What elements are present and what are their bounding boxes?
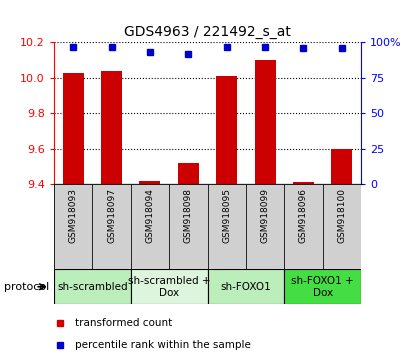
Text: transformed count: transformed count [76,318,173,329]
Bar [293,182,314,184]
FancyBboxPatch shape [93,184,131,269]
FancyBboxPatch shape [169,184,208,269]
Text: GSM918096: GSM918096 [299,188,308,243]
FancyBboxPatch shape [131,184,169,269]
Text: GSM918097: GSM918097 [107,188,116,243]
Bar [63,73,84,184]
Text: sh-scrambled: sh-scrambled [57,282,128,292]
FancyBboxPatch shape [284,184,323,269]
Bar [254,60,276,184]
Bar [331,149,352,184]
FancyBboxPatch shape [208,184,246,269]
Bar [178,163,199,184]
Text: sh-scrambled +
Dox: sh-scrambled + Dox [128,276,210,298]
FancyBboxPatch shape [54,184,361,269]
Text: percentile rank within the sample: percentile rank within the sample [76,339,251,350]
FancyBboxPatch shape [246,184,284,269]
Text: GSM918095: GSM918095 [222,188,231,243]
Text: sh-FOXO1: sh-FOXO1 [220,282,271,292]
Text: GSM918099: GSM918099 [261,188,270,243]
Bar [216,76,237,184]
Bar [139,181,161,184]
FancyBboxPatch shape [54,269,131,304]
Bar [101,71,122,184]
Text: GSM918100: GSM918100 [337,188,347,243]
FancyBboxPatch shape [323,184,361,269]
Title: GDS4963 / 221492_s_at: GDS4963 / 221492_s_at [124,25,291,39]
FancyBboxPatch shape [284,269,361,304]
Text: sh-FOXO1 +
Dox: sh-FOXO1 + Dox [291,276,354,298]
Text: protocol: protocol [4,282,49,292]
FancyBboxPatch shape [131,269,208,304]
Text: GSM918094: GSM918094 [145,188,154,243]
Text: GSM918098: GSM918098 [184,188,193,243]
FancyBboxPatch shape [54,184,93,269]
Text: GSM918093: GSM918093 [68,188,78,243]
FancyBboxPatch shape [208,269,284,304]
